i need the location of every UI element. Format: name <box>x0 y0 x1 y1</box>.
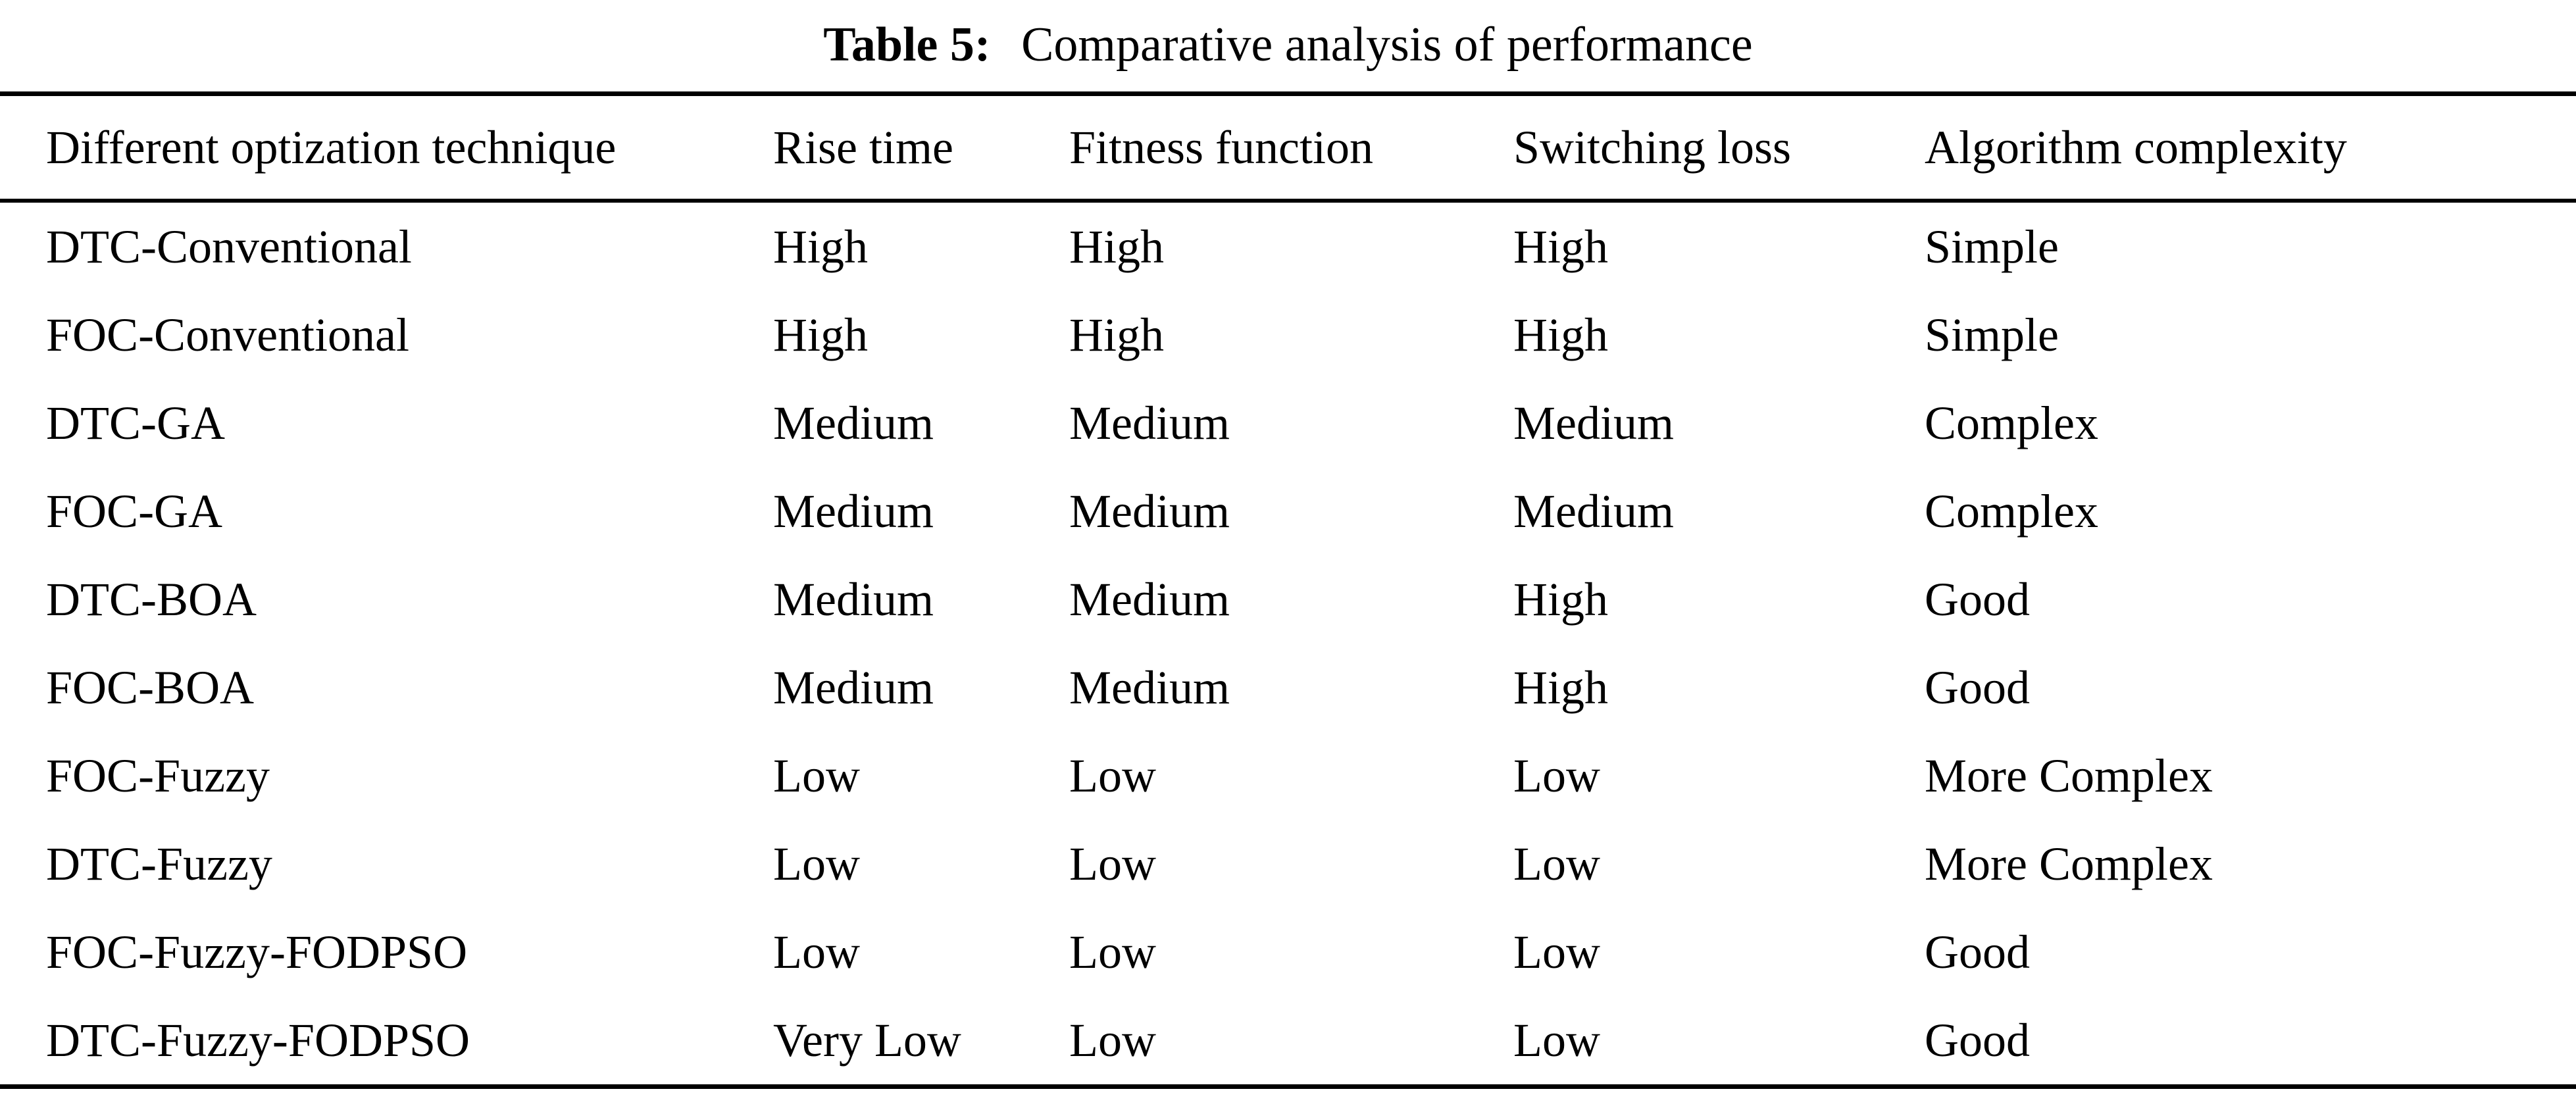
table-caption-text: Comparative analysis of performance <box>1021 18 1753 72</box>
table-cell: Low <box>773 749 860 803</box>
table-cell: Low <box>1513 926 1600 979</box>
table-cell: Low <box>1069 749 1156 803</box>
table-cell: High <box>1069 220 1164 274</box>
table-row: DTC-GA Medium Medium Medium Complex <box>0 379 2576 467</box>
table-cell: High <box>773 220 868 274</box>
table-cell: Complex <box>1925 397 2098 450</box>
table-cell: Medium <box>1069 485 1230 538</box>
table-cell: More Complex <box>1925 838 2213 891</box>
table-cell: Simple <box>1925 309 2059 362</box>
table-cell: Low <box>1513 1014 1600 1067</box>
table-cell: FOC-Conventional <box>46 309 409 362</box>
table-cell: FOC-GA <box>46 485 223 538</box>
table-cell: Very Low <box>773 1014 961 1067</box>
table-cell: Medium <box>1069 661 1230 715</box>
table-cell: FOC-BOA <box>46 661 255 715</box>
table-cell: Medium <box>773 661 934 715</box>
column-header: Rise time <box>773 121 953 174</box>
table-row: FOC-GA Medium Medium Medium Complex <box>0 467 2576 555</box>
table-cell: DTC-Conventional <box>46 220 412 274</box>
table-cell: More Complex <box>1925 749 2213 803</box>
table-cell: Simple <box>1925 220 2059 274</box>
table-cell: Medium <box>1513 485 1674 538</box>
table-cell: Medium <box>1069 397 1230 450</box>
table-cell: High <box>1069 309 1164 362</box>
table-cell: Low <box>1513 749 1600 803</box>
table-cell: High <box>1513 573 1608 626</box>
comparison-table: Different optization technique Rise time F… <box>0 91 2576 1090</box>
table-cell: High <box>773 309 868 362</box>
table-row: DTC-Conventional High High High Simple <box>0 201 2576 291</box>
column-header: Algorithm complexity <box>1925 121 2347 174</box>
table-row: FOC-BOA Medium Medium High Good <box>0 643 2576 732</box>
table-cell: Good <box>1925 1014 2030 1067</box>
table-cell: FOC-Fuzzy <box>46 749 270 803</box>
table-cell: Medium <box>773 485 934 538</box>
table-cell: Medium <box>1513 397 1674 450</box>
table-cell: Complex <box>1925 485 2098 538</box>
table-cell: High <box>1513 220 1608 274</box>
table-caption: Table 5: Comparative analysis of perform… <box>0 18 2576 72</box>
table-row: DTC-BOA Medium Medium High Good <box>0 555 2576 643</box>
table-cell: Medium <box>773 397 934 450</box>
table-header-row: Different optization technique Rise time F… <box>0 94 2576 201</box>
table-cell: High <box>1513 309 1608 362</box>
column-header: Switching loss <box>1513 121 1792 174</box>
table-caption-label: Table 5: <box>823 18 991 72</box>
table-cell: Good <box>1925 926 2030 979</box>
table-cell: Low <box>1069 926 1156 979</box>
table-cell: Low <box>773 838 860 891</box>
table-row: FOC-Fuzzy-FODPSO Low Low Low Good <box>0 908 2576 996</box>
table-cell: Low <box>1513 838 1600 891</box>
table-cell: Low <box>773 926 860 979</box>
table-row: FOC-Fuzzy Low Low Low More Complex <box>0 732 2576 820</box>
table-row: DTC-Fuzzy Low Low Low More Complex <box>0 820 2576 908</box>
table-cell: Low <box>1069 1014 1156 1067</box>
table-cell: Medium <box>773 573 934 626</box>
table-cell: Low <box>1069 838 1156 891</box>
table-cell: High <box>1513 661 1608 715</box>
table-row: DTC-Fuzzy-FODPSO Very Low Low Low Good <box>0 996 2576 1087</box>
table-cell: Good <box>1925 661 2030 715</box>
column-header: Different optization technique <box>46 121 617 174</box>
table-cell: FOC-Fuzzy-FODPSO <box>46 926 468 979</box>
column-header: Fitness function <box>1069 121 1373 174</box>
table-cell: DTC-BOA <box>46 573 257 626</box>
table-cell: Medium <box>1069 573 1230 626</box>
table-cell: DTC-Fuzzy-FODPSO <box>46 1014 470 1067</box>
table-cell: Good <box>1925 573 2030 626</box>
table-cell: DTC-GA <box>46 397 225 450</box>
table-row: FOC-Conventional High High High Simple <box>0 291 2576 379</box>
table-cell: DTC-Fuzzy <box>46 838 272 891</box>
